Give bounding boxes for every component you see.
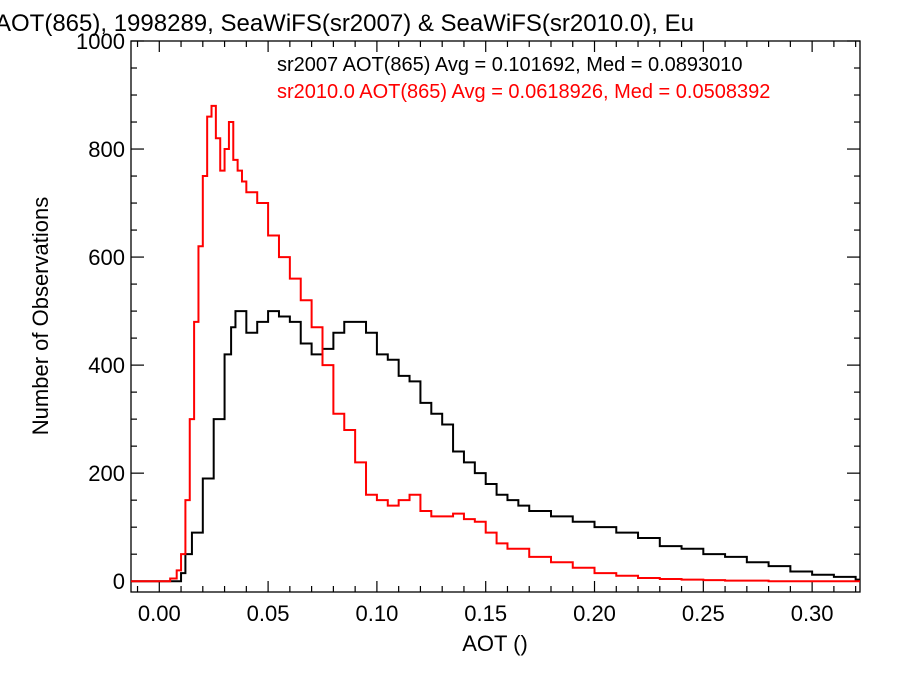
y-tick-labels: 0 200 400 600 800 1000 bbox=[76, 29, 125, 594]
x-tick-label: 0.30 bbox=[791, 601, 834, 626]
stat-line-sr2010: sr2010.0 AOT(865) Avg = 0.0618926, Med =… bbox=[277, 81, 770, 103]
series-layer bbox=[131, 104, 860, 583]
axis-ticks bbox=[131, 40, 860, 592]
chart-title: AOT(865), 1998289, SeaWiFS(sr2007) & Sea… bbox=[0, 10, 694, 37]
y-tick-label: 400 bbox=[88, 353, 125, 378]
y-tick-label: 1000 bbox=[76, 29, 125, 54]
plot-frame bbox=[130, 40, 861, 593]
y-tick-label: 600 bbox=[88, 245, 125, 270]
x-axis-label: AOT () bbox=[462, 631, 528, 656]
x-tick-label: 0.10 bbox=[355, 601, 398, 626]
y-tick-label: 800 bbox=[88, 137, 125, 162]
x-tick-label: 0.05 bbox=[247, 601, 290, 626]
stat-line-sr2007: sr2007 AOT(865) Avg = 0.101692, Med = 0.… bbox=[277, 54, 743, 76]
x-tick-label: 0.15 bbox=[464, 601, 507, 626]
x-tick-label: 0.00 bbox=[138, 601, 181, 626]
y-tick-label: 200 bbox=[88, 461, 125, 486]
series-line-sr2010 bbox=[131, 104, 860, 583]
series-line-sr2007 bbox=[131, 310, 860, 583]
x-tick-labels: 0.00 0.05 0.10 0.15 0.20 0.25 0.30 bbox=[138, 601, 834, 626]
x-tick-label: 0.20 bbox=[573, 601, 616, 626]
y-tick-label: 0 bbox=[113, 569, 125, 594]
x-tick-label: 0.25 bbox=[682, 601, 725, 626]
y-axis-label: Number of Observations bbox=[28, 197, 53, 435]
